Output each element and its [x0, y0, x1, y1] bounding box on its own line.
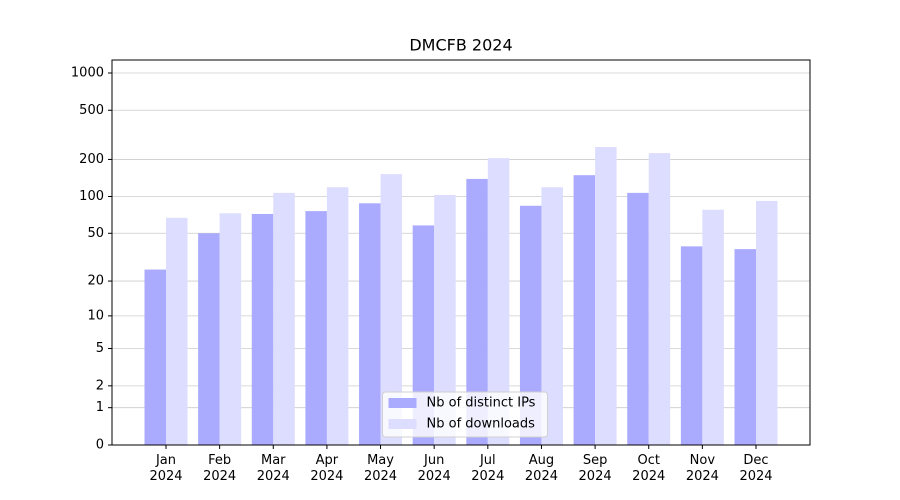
x-tick-label: Dec 2024	[739, 453, 773, 484]
bar	[734, 249, 756, 445]
x-tick-label: Mar 2024	[256, 453, 290, 484]
bar	[627, 192, 649, 445]
x-tick-label: May 2024	[363, 453, 398, 484]
y-tick-label: 1	[96, 400, 104, 415]
y-tick-label: 20	[87, 274, 104, 289]
bar	[198, 233, 220, 445]
bar	[680, 246, 703, 445]
x-tick-label: Aug 2024	[524, 453, 558, 484]
y-tick-label: 100	[79, 189, 104, 204]
bar	[412, 225, 435, 445]
y-tick-label: 50	[87, 226, 104, 241]
bar	[434, 194, 456, 445]
y-tick-label: 10	[87, 308, 104, 323]
bar	[702, 209, 724, 445]
y-tick-label: 500	[79, 103, 104, 118]
y-tick-label: 200	[79, 152, 104, 167]
bar	[573, 175, 596, 445]
x-tick-label: Nov 2024	[685, 453, 719, 484]
y-tick-label: 0	[96, 438, 104, 453]
y-tick-label: 1000	[71, 65, 104, 80]
x-tick-label: Jun 2024	[417, 453, 451, 484]
bar	[326, 187, 349, 445]
bar	[648, 153, 671, 445]
legend-label: Nb of downloads	[427, 417, 536, 432]
bar	[305, 211, 327, 445]
bar	[519, 205, 542, 445]
legend-box	[382, 391, 548, 438]
bar	[359, 203, 381, 445]
x-tick-label: Jan 2024	[149, 453, 183, 484]
y-tick-label: 2	[96, 378, 104, 393]
legend: Nb of distinct IPs Nb of downloads	[382, 391, 548, 438]
y-tick-label: 5	[96, 341, 104, 356]
legend-swatch	[388, 398, 417, 408]
bar	[595, 147, 617, 445]
bar	[144, 269, 166, 445]
legend-label: Nb of distinct IPs	[427, 396, 536, 411]
x-tick-label: Sep 2024	[578, 453, 612, 484]
x-tick-label: Oct 2024	[632, 453, 666, 484]
chart-title: DMCFB 2024	[409, 36, 512, 55]
bar	[380, 174, 403, 445]
bar	[219, 213, 242, 445]
bar	[251, 213, 274, 445]
legend-swatch	[388, 419, 417, 429]
bar	[166, 217, 188, 445]
x-tick-label: Jul 2024	[471, 453, 505, 484]
bar	[466, 178, 488, 446]
bar	[487, 158, 510, 445]
bar	[756, 200, 778, 445]
x-tick-label: Apr 2024	[310, 453, 344, 484]
plot-frame	[111, 59, 811, 446]
bar	[541, 187, 563, 445]
bar	[273, 192, 295, 445]
x-tick-label: Feb 2024	[203, 453, 237, 484]
